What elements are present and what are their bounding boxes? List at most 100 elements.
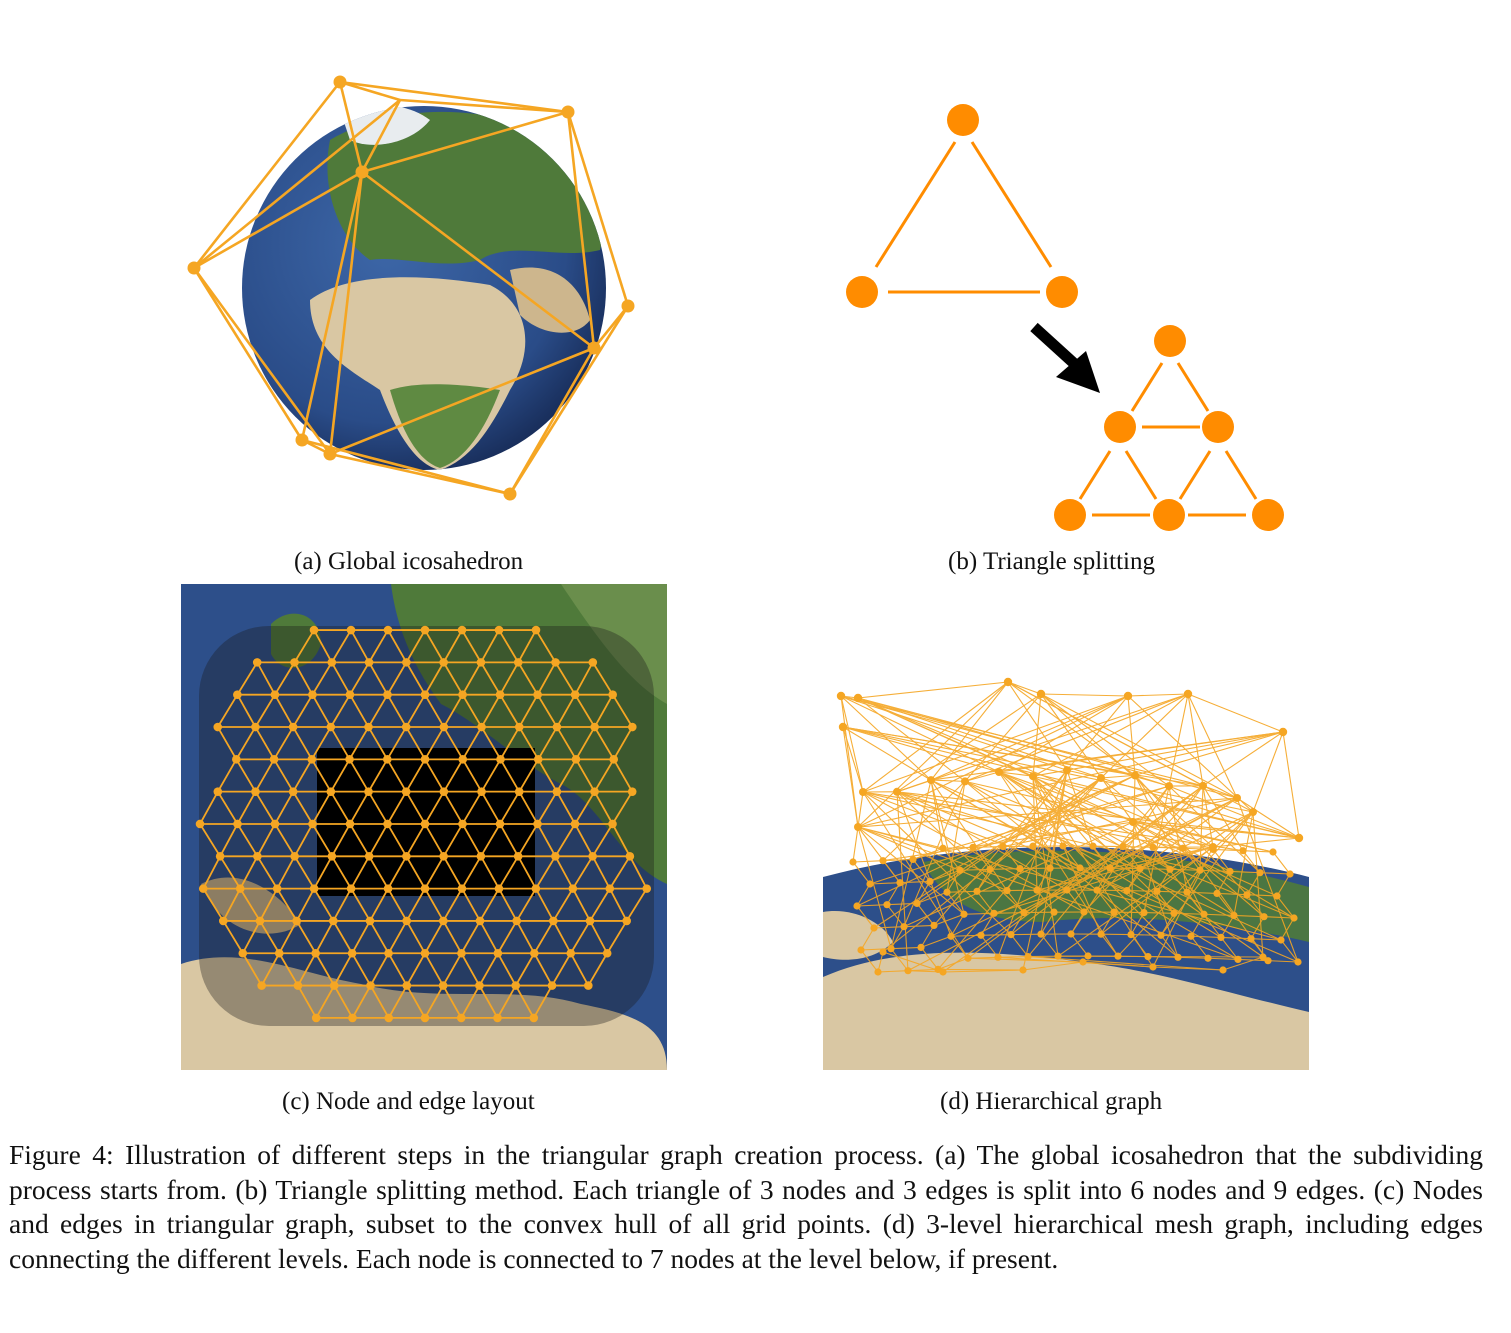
hierarchical-edge bbox=[1070, 785, 1170, 935]
mesh-edge bbox=[386, 694, 407, 728]
mesh-edge bbox=[479, 888, 500, 922]
hierarchical-edge bbox=[1202, 731, 1284, 787]
mesh-edge bbox=[274, 661, 296, 696]
mesh-edge bbox=[536, 791, 558, 825]
hierarchical-edge bbox=[840, 695, 864, 793]
mesh-node bbox=[547, 981, 557, 990]
hierarchical-edge bbox=[942, 847, 961, 871]
mesh-node bbox=[420, 948, 430, 958]
mesh-edge bbox=[297, 985, 317, 1019]
hierarchical-edge bbox=[998, 731, 1284, 773]
mesh-edge bbox=[222, 888, 242, 922]
mesh-node bbox=[458, 819, 467, 829]
mesh-edge bbox=[569, 920, 591, 954]
hierarchical-edge bbox=[1057, 955, 1264, 958]
mesh-edge bbox=[480, 726, 502, 760]
icosahedron-node bbox=[561, 105, 575, 119]
mesh-edge bbox=[536, 694, 558, 728]
mesh-node bbox=[308, 690, 317, 699]
mesh-node bbox=[215, 852, 225, 861]
hierarchical-edge bbox=[1092, 845, 1111, 869]
mesh-edge bbox=[273, 726, 294, 760]
mesh-node bbox=[530, 948, 539, 958]
mesh-edge bbox=[369, 952, 390, 987]
hierarchical-edge bbox=[1212, 849, 1231, 872]
hierarchical-edge bbox=[856, 904, 888, 907]
hierarchical-edge bbox=[896, 779, 932, 793]
mesh-node bbox=[438, 981, 448, 990]
mesh-node bbox=[477, 787, 486, 796]
mesh-edge bbox=[406, 985, 426, 1019]
mesh-edge bbox=[536, 823, 557, 857]
mesh-node bbox=[439, 916, 448, 926]
mesh-edge bbox=[517, 629, 537, 663]
hierarchical-edge bbox=[862, 695, 1129, 793]
hierarchical-edge bbox=[1280, 917, 1295, 941]
mesh-node bbox=[213, 787, 223, 796]
mesh-node bbox=[571, 755, 581, 764]
mesh-edge bbox=[498, 888, 518, 922]
hierarchical-node-level-1 bbox=[1033, 886, 1041, 894]
subcaption-b: (b) Triangle splitting bbox=[948, 548, 1155, 575]
hierarchical-edge bbox=[857, 826, 1282, 941]
mesh-edge bbox=[330, 758, 351, 793]
mesh-edge bbox=[515, 888, 537, 922]
hierarchical-node-level-1 bbox=[883, 901, 891, 909]
hierarchical-edge bbox=[1130, 934, 1149, 957]
mesh-edge bbox=[387, 855, 408, 890]
mesh-node bbox=[551, 852, 560, 861]
hierarchical-node-level-1 bbox=[887, 945, 895, 953]
hierarchical-node-level-1 bbox=[857, 946, 865, 954]
hierarchical-edge bbox=[1002, 846, 1021, 869]
mesh-node bbox=[608, 819, 617, 829]
hierarchical-edge bbox=[1236, 797, 1300, 839]
mesh-node bbox=[311, 1013, 321, 1023]
hierarchical-edge bbox=[916, 881, 931, 904]
hierarchical-edge bbox=[1127, 693, 1189, 697]
hierarchical-node-level-2 bbox=[1063, 766, 1071, 775]
hierarchical-edge bbox=[930, 780, 944, 849]
hierarchical-edge bbox=[857, 697, 1102, 779]
mesh-edge bbox=[297, 952, 317, 987]
hierarchical-edge bbox=[1096, 867, 1111, 891]
mesh-node bbox=[420, 819, 430, 829]
mesh-edge bbox=[461, 726, 483, 760]
hierarchical-node-level-1 bbox=[1106, 864, 1114, 872]
hierarchical-edge bbox=[998, 771, 1235, 916]
hierarchical-node-level-1 bbox=[1063, 886, 1071, 894]
mesh-edge bbox=[442, 952, 463, 987]
hierarchical-node-level-1 bbox=[904, 967, 912, 975]
mesh-edge bbox=[349, 661, 370, 696]
mesh-edge bbox=[461, 661, 482, 696]
hierarchical-edge bbox=[964, 771, 1000, 782]
mesh-edge bbox=[518, 726, 540, 760]
hierarchical-edge bbox=[1100, 774, 1136, 779]
mesh-node bbox=[235, 884, 245, 893]
hierarchical-edge bbox=[856, 905, 875, 929]
hierarchical-edge bbox=[1156, 890, 1175, 914]
hierarchical-edge bbox=[1199, 869, 1231, 872]
mesh-edge bbox=[442, 629, 463, 663]
mesh-edge bbox=[572, 888, 591, 922]
hierarchical-edge bbox=[1066, 769, 1102, 779]
hierarchical-edge bbox=[860, 949, 879, 973]
mesh-edge bbox=[293, 661, 314, 696]
mesh-node bbox=[290, 852, 299, 861]
icosahedron-globe-image bbox=[187, 75, 635, 501]
icosahedron-node bbox=[295, 433, 309, 447]
hierarchical-edge bbox=[1134, 775, 1205, 915]
hierarchical-node-level-1 bbox=[879, 948, 887, 956]
hierarchical-edge bbox=[1182, 847, 1201, 871]
mesh-node bbox=[292, 916, 301, 926]
hierarchical-edge bbox=[950, 913, 965, 937]
hierarchical-edge bbox=[1233, 811, 1254, 916]
hierarchical-node-level-2 bbox=[1199, 781, 1207, 790]
icosahedron-edge bbox=[193, 98, 401, 270]
hierarchical-edge bbox=[1250, 938, 1282, 941]
hierarchical-edge bbox=[1272, 851, 1291, 875]
hierarchical-edge bbox=[857, 826, 944, 849]
mesh-node bbox=[402, 658, 411, 667]
hierarchical-edge bbox=[903, 924, 935, 928]
mesh-edge bbox=[256, 855, 278, 890]
mesh-edge bbox=[554, 823, 576, 857]
